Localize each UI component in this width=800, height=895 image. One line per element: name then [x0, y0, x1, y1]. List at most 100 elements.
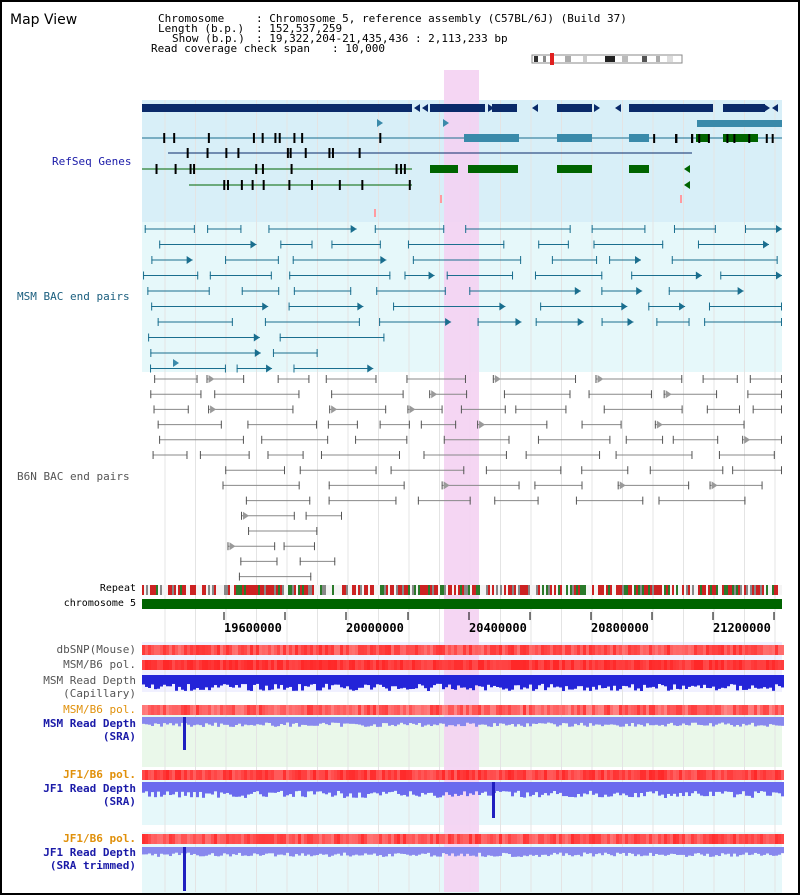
repeat-mark [756, 585, 758, 595]
exon-tick [653, 134, 656, 143]
repeat-mark [214, 585, 216, 595]
heat-cell [508, 660, 511, 670]
heat-cell [559, 834, 562, 844]
heat-cell [523, 660, 526, 670]
depth-bar [274, 782, 277, 793]
heat-cell [493, 834, 496, 844]
depth-bar [565, 847, 568, 854]
bac-end [540, 302, 542, 311]
heat-cell [247, 645, 250, 655]
depth-bar [631, 847, 634, 854]
heat-cell [739, 645, 742, 655]
heat-cell [325, 705, 328, 715]
depth-bar [550, 675, 553, 685]
exon-tick [252, 133, 255, 143]
repeat-mark [516, 585, 518, 595]
heat-cell [379, 645, 382, 655]
repeat-mark [320, 585, 322, 595]
depth-bar [382, 782, 385, 792]
depth-bar [391, 847, 394, 857]
depth-bar [235, 782, 238, 797]
heat-cell [151, 770, 154, 780]
heat-cell [718, 834, 721, 844]
depth-bar [202, 675, 205, 690]
depth-bar [700, 717, 703, 726]
repeat-mark [390, 585, 392, 595]
depth-bar [289, 717, 292, 727]
exon-tick [189, 164, 192, 174]
depth-bar [403, 675, 406, 688]
heat-cell [364, 660, 367, 670]
heat-cell [322, 645, 325, 655]
depth-bar [604, 675, 607, 688]
repeat-mark [660, 585, 662, 595]
depth-bar [487, 847, 490, 856]
repeat-mark [512, 585, 514, 595]
axis-tick-label: 20800000 [591, 621, 649, 635]
heat-cell [703, 645, 706, 655]
heat-cell [424, 834, 427, 844]
depth-bar [151, 782, 154, 793]
bac-end [358, 318, 360, 326]
heat-cell [184, 705, 187, 715]
bac-end [423, 451, 425, 459]
depth-bar [286, 847, 289, 853]
heat-cell [274, 645, 277, 655]
heat-cell [652, 660, 655, 670]
depth-bar [523, 782, 526, 798]
heat-cell [199, 645, 202, 655]
depth-bar [511, 847, 514, 857]
depth-bar [454, 675, 457, 690]
depth-bar [217, 675, 220, 688]
depth-bar [295, 675, 298, 691]
heat-cell [775, 660, 778, 670]
depth-bar [319, 675, 322, 691]
depth-bar [385, 847, 388, 857]
depth-bar [763, 847, 766, 855]
heat-cell [568, 834, 571, 844]
heat-cell [400, 705, 403, 715]
heat-cell [697, 834, 700, 844]
heat-cell [478, 834, 481, 844]
heat-cell [265, 705, 268, 715]
depth-bar [727, 782, 730, 792]
repeat-mark [466, 585, 468, 595]
repeat-mark [186, 585, 188, 595]
heat-cell [319, 660, 322, 670]
heat-cell [256, 660, 259, 670]
repeat-mark [374, 585, 376, 595]
heat-cell [448, 705, 451, 715]
depth-bar [367, 675, 370, 686]
heat-cell [454, 645, 457, 655]
repeat-mark [150, 585, 152, 595]
depth-bar [463, 847, 466, 857]
bac-end [781, 375, 782, 383]
heat-cell [643, 705, 646, 715]
heat-cell [514, 834, 517, 844]
heat-cell [781, 660, 784, 670]
strand-arrow [443, 481, 450, 490]
heat-cell [316, 834, 319, 844]
heat-cell [259, 834, 262, 844]
heat-cell [688, 660, 691, 670]
heat-cell [268, 660, 271, 670]
repeat-mark [382, 585, 384, 595]
heat-cell [385, 834, 388, 844]
depth-bar [280, 782, 283, 791]
heat-cell [205, 770, 208, 780]
depth-bar [628, 847, 631, 853]
length-label: Length (b.p.) [158, 22, 245, 35]
depth-bar [397, 675, 400, 689]
depth-bar [316, 717, 319, 726]
heat-cell [724, 705, 727, 715]
repeat-mark [464, 585, 466, 595]
depth-bar [541, 847, 544, 855]
depth-bar [613, 847, 616, 857]
bac-end [717, 435, 719, 444]
depth-bar [535, 717, 538, 725]
depth-bar [388, 675, 391, 691]
depth-bar [688, 847, 691, 856]
bac-end [268, 225, 270, 233]
bac-end [463, 466, 465, 475]
